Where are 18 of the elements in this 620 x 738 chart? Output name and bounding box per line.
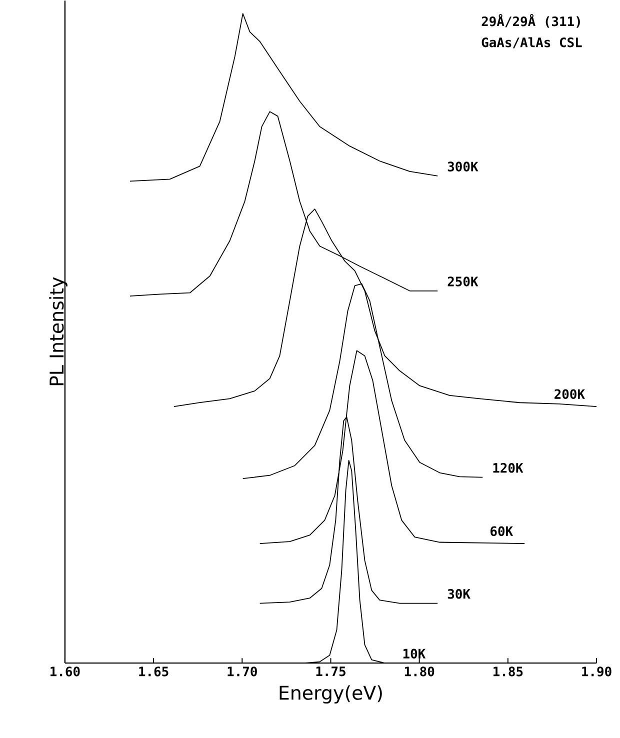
series-label: 250K [448,276,478,286]
x-axis-title: Energy(eV) [280,685,382,704]
x-tick-label: 1.80 [404,666,434,676]
series-label: 200K [554,389,585,400]
x-tick-label: 1.65 [138,666,168,676]
annotation: GaAs/AlAs CSL [482,37,582,48]
series-label: 10K [403,648,426,659]
series-label: 30K [448,589,470,599]
series-label: 300K [448,162,478,172]
x-tick-label: 1.60 [50,666,80,676]
series-label: 120K [493,463,523,473]
series-label: 60K [490,526,513,536]
x-tick-label: 1.90 [582,666,612,676]
x-tick-label: 1.75 [316,666,346,676]
annotation: 29Å/29Å (311) [482,14,580,28]
y-axis-title: PL Intensity [48,277,68,386]
x-tick-label: 1.85 [493,666,522,676]
x-tick-label: 1.70 [228,666,257,676]
